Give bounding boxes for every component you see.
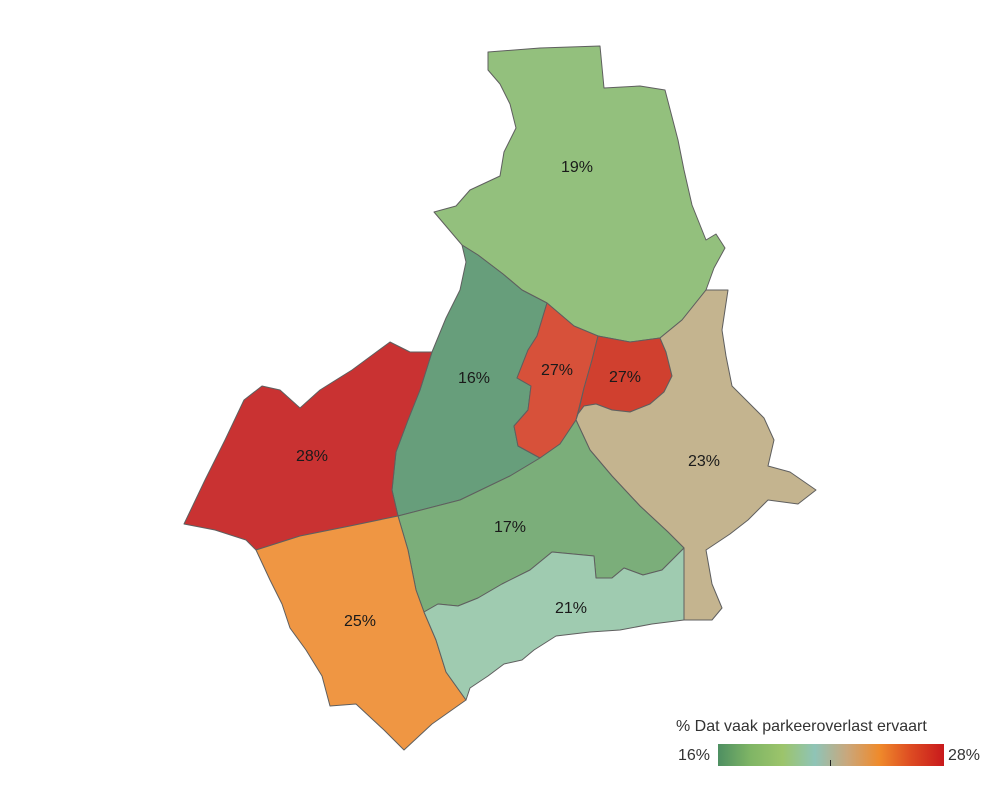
label-oost: 23% xyxy=(688,453,720,470)
label-zuid: 21% xyxy=(555,600,587,617)
legend-color-scale xyxy=(718,744,944,766)
district-oost[interactable] xyxy=(575,289,817,621)
label-centrum-oost: 27% xyxy=(609,369,641,386)
label-noord: 19% xyxy=(561,159,593,176)
district-zuid[interactable] xyxy=(423,547,685,701)
legend-min-label: 16% xyxy=(678,747,711,764)
district-zuidwest[interactable] xyxy=(255,515,467,751)
label-zuidwest: 25% xyxy=(344,613,376,630)
label-west-centraal: 16% xyxy=(458,370,490,387)
legend-title: % Dat vaak parkeeroverlast ervaart xyxy=(676,718,927,735)
legend: % Dat vaak parkeeroverlast ervaart 16% 2… xyxy=(676,718,996,778)
label-west: 28% xyxy=(296,448,328,465)
label-centrum-west: 27% xyxy=(541,362,573,379)
legend-max-label: 28% xyxy=(948,747,981,764)
label-zuid-centraal: 17% xyxy=(494,519,526,536)
legend-tick xyxy=(830,760,831,766)
